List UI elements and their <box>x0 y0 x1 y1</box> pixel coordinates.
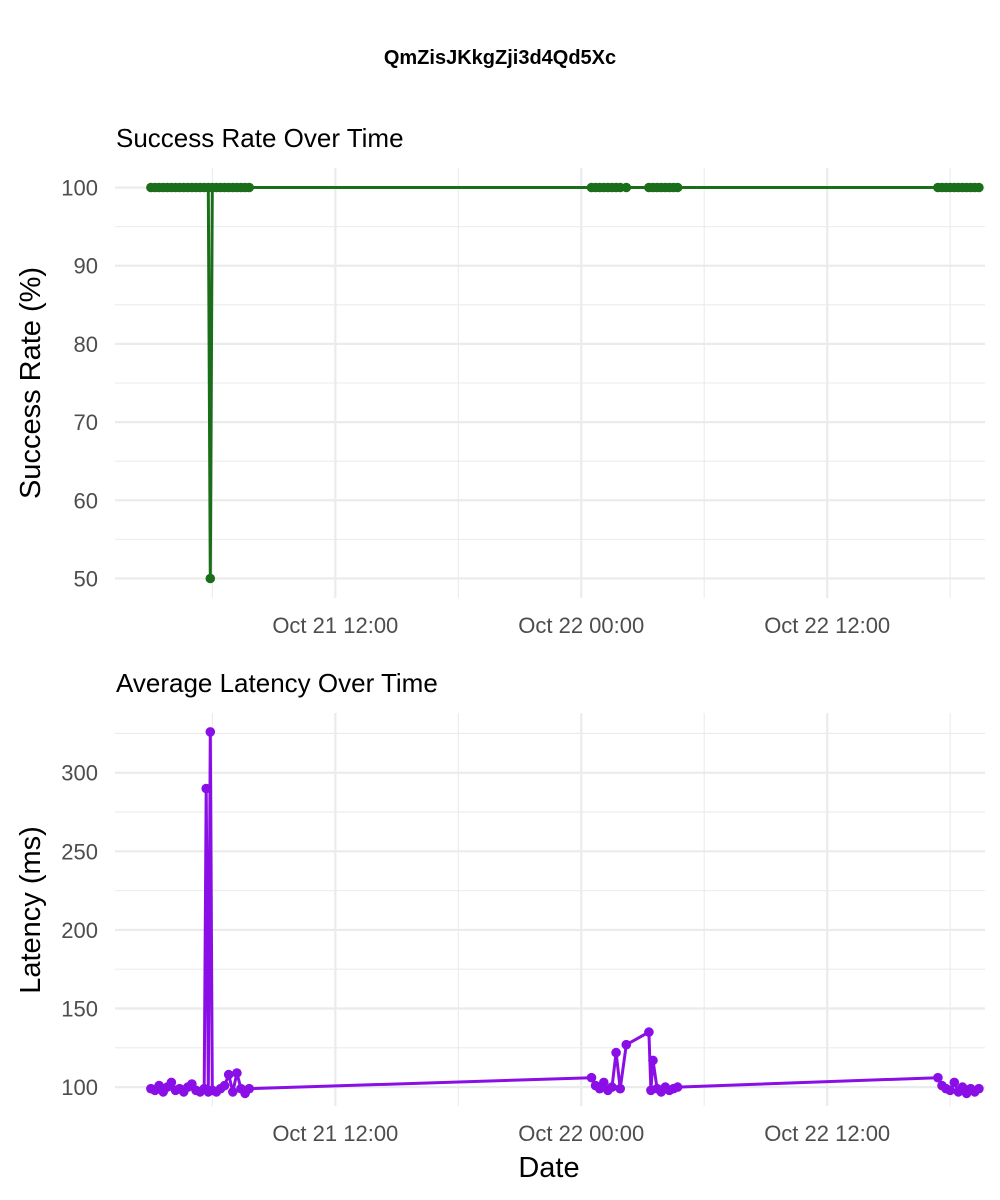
latency-point <box>201 783 211 794</box>
y-tick-label: 60 <box>74 488 98 513</box>
x-tick-label: Oct 21 12:00 <box>272 1121 398 1146</box>
latency-point <box>232 1068 242 1078</box>
latency-point <box>607 1082 617 1092</box>
latency-point <box>205 727 216 737</box>
latency-point <box>228 1087 238 1097</box>
latency-point <box>648 1055 658 1066</box>
success-rate-panel: Success Rate Over Time 50 60 70 80 90 100 Oct… <box>15 123 985 638</box>
y-tick-label: 50 <box>74 566 98 591</box>
y-tick-label: 150 <box>61 997 98 1022</box>
success-rate-chart-title: Success Rate Over Time <box>116 123 404 153</box>
latency-series <box>146 727 984 1099</box>
success-rate-point <box>974 182 984 193</box>
latency-point <box>945 1085 955 1096</box>
success-rate-point <box>244 182 254 193</box>
latency-point <box>599 1077 609 1088</box>
latency-point <box>615 1083 625 1094</box>
y-tick-label: 90 <box>74 254 98 279</box>
y-tick-label: 200 <box>61 918 98 943</box>
success-rate-x-ticks: Oct 21 12:00 Oct 22 00:00 Oct 22 12:00 <box>272 613 890 638</box>
latency-point <box>166 1077 177 1088</box>
latency-point <box>586 1072 597 1083</box>
figure-title: QmZisJKkgZji3d4Qd5Xc <box>384 47 616 69</box>
y-tick-label: 70 <box>74 410 98 435</box>
latency-point <box>644 1027 654 1037</box>
y-tick-label: 80 <box>74 332 98 357</box>
x-tick-label: Oct 22 12:00 <box>764 1121 890 1146</box>
latency-point <box>223 1069 234 1080</box>
latency-point <box>672 1082 683 1092</box>
latency-y-ticks: 100 150 200 250 300 <box>61 761 98 1100</box>
success-rate-y-ticks: 50 60 70 80 90 100 <box>61 176 98 592</box>
x-tick-label: Oct 22 00:00 <box>518 1121 644 1146</box>
y-tick-label: 100 <box>61 176 98 201</box>
latency-point <box>219 1080 230 1091</box>
latency-point <box>933 1072 943 1083</box>
x-tick-label: Oct 21 12:00 <box>272 613 398 638</box>
latency-point <box>974 1083 984 1094</box>
x-tick-label: Oct 22 12:00 <box>764 613 890 638</box>
success-rate-point <box>621 182 632 193</box>
latency-point <box>949 1077 960 1088</box>
latency-point <box>621 1039 632 1050</box>
success-rate-point <box>672 182 683 193</box>
x-tick-label: Oct 22 00:00 <box>518 613 644 638</box>
y-tick-label: 250 <box>61 839 98 864</box>
latency-x-axis-title: Date <box>518 1152 579 1184</box>
latency-point <box>611 1047 621 1058</box>
success-rate-y-axis-title: Success Rate (%) <box>15 267 47 499</box>
latency-panel: Average Latency Over Time 100 150 200 250 30… <box>15 668 985 1184</box>
latency-line <box>150 730 980 1095</box>
y-tick-label: 300 <box>61 761 98 786</box>
latency-y-axis-title: Latency (ms) <box>15 826 47 994</box>
latency-point <box>244 1083 254 1094</box>
success-rate-point <box>205 573 216 584</box>
latency-chart-title: Average Latency Over Time <box>116 668 438 698</box>
success-rate-gridlines <box>115 168 985 598</box>
latency-x-ticks: Oct 21 12:00 Oct 22 00:00 Oct 22 12:00 <box>272 1121 890 1146</box>
latency-gridlines <box>115 713 985 1106</box>
success-rate-series <box>146 182 984 584</box>
y-tick-label: 100 <box>61 1075 98 1100</box>
